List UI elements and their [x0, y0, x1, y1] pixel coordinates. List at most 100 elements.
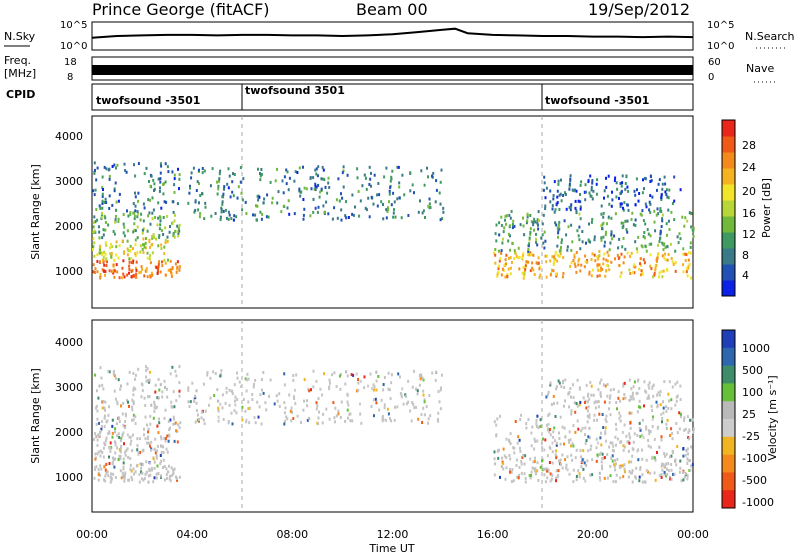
power-cell	[660, 198, 663, 201]
velocity-cell	[557, 379, 560, 383]
power-cell	[656, 256, 659, 260]
power-cell	[594, 259, 597, 263]
power-cell	[503, 226, 506, 230]
power-cell	[173, 177, 176, 181]
power-cell	[538, 276, 541, 280]
velocity-cell	[315, 379, 318, 383]
power-cell	[552, 194, 555, 197]
velocity-cell	[179, 421, 182, 425]
power-colorbar-swatch	[722, 120, 735, 137]
power-cell	[554, 257, 557, 261]
velocity-cell	[159, 462, 162, 465]
power-cell	[570, 248, 573, 252]
power-cell	[134, 209, 137, 213]
velocity-cell	[647, 444, 650, 448]
power-cell	[674, 249, 677, 253]
velocity-cell	[124, 414, 127, 418]
power-cell	[115, 200, 118, 204]
velocity-cell	[144, 415, 147, 419]
power-cell	[506, 274, 509, 278]
power-cell	[513, 257, 516, 261]
velocity-cell	[373, 414, 375, 418]
velocity-cell	[262, 391, 265, 395]
power-cell	[141, 231, 144, 235]
power-cell	[639, 262, 641, 266]
power-cell	[496, 274, 499, 278]
velocity-cell	[656, 405, 659, 409]
velocity-colorbar-swatch	[722, 330, 735, 349]
power-cell	[684, 216, 687, 220]
power-cell	[162, 216, 165, 219]
velocity-cell	[145, 369, 148, 372]
power-cell	[636, 250, 639, 254]
power-cell	[588, 191, 591, 195]
velocity-cell	[564, 378, 567, 382]
power-cell	[115, 240, 118, 244]
x-tick-label: 16:00	[477, 528, 509, 541]
velocity-cell	[585, 406, 588, 410]
velocity-cell	[352, 373, 355, 377]
velocity-cell	[651, 409, 654, 412]
power-cell	[104, 273, 106, 277]
velocity-cell	[198, 417, 200, 421]
power-cell	[498, 264, 500, 268]
velocity-cell	[494, 462, 496, 466]
power-cell	[651, 275, 654, 279]
velocity-cell	[534, 469, 536, 473]
velocity-cell	[118, 436, 121, 439]
velocity-cell	[647, 383, 650, 387]
velocity-cell	[598, 412, 601, 416]
power-cell	[276, 167, 278, 171]
velocity-cell	[493, 473, 496, 477]
velocity-cell	[513, 451, 516, 455]
power-cell	[317, 165, 320, 169]
power-cell	[160, 164, 163, 168]
power-cell	[685, 253, 688, 257]
velocity-cell	[440, 386, 442, 390]
power-cell	[174, 229, 177, 233]
power-cell	[114, 269, 116, 273]
velocity-cell	[546, 476, 549, 480]
velocity-cell	[645, 458, 648, 462]
power-cell	[515, 254, 518, 258]
velocity-cell	[213, 394, 216, 397]
power-cell	[274, 179, 277, 183]
velocity-cell	[587, 449, 590, 453]
noise-left-label: N.Sky	[4, 30, 36, 43]
power-cell	[111, 203, 114, 207]
power-cell	[136, 225, 139, 229]
velocity-cell	[152, 416, 155, 420]
velocity-cell	[254, 378, 257, 382]
power-cell	[145, 166, 148, 170]
velocity-cell	[419, 377, 422, 381]
velocity-cell	[509, 468, 511, 471]
power-cell	[637, 199, 640, 203]
power-cell	[621, 226, 624, 230]
power-cell	[649, 202, 652, 206]
velocity-cell	[546, 469, 548, 473]
velocity-cell	[631, 391, 634, 395]
power-cell	[498, 221, 501, 225]
velocity-cell	[312, 369, 315, 373]
power-cell	[92, 248, 94, 251]
power-cell	[149, 184, 152, 188]
power-cell	[554, 272, 557, 276]
velocity-colorbar-swatch	[722, 365, 735, 384]
power-cell	[589, 240, 592, 244]
power-cell	[150, 271, 153, 275]
velocity-cell	[584, 433, 586, 437]
velocity-cell	[375, 370, 378, 374]
power-cell	[658, 178, 661, 182]
velocity-cell	[129, 463, 132, 467]
power-cell	[127, 249, 130, 252]
velocity-cell	[98, 421, 100, 425]
velocity-cell	[233, 383, 236, 387]
power-cell	[397, 165, 400, 169]
power-cell	[227, 210, 230, 214]
velocity-cell	[622, 384, 625, 388]
power-cell	[636, 188, 638, 192]
velocity-cell	[117, 458, 120, 461]
power-cell	[649, 234, 652, 238]
velocity-cell	[660, 464, 663, 468]
power-cell	[689, 241, 692, 245]
